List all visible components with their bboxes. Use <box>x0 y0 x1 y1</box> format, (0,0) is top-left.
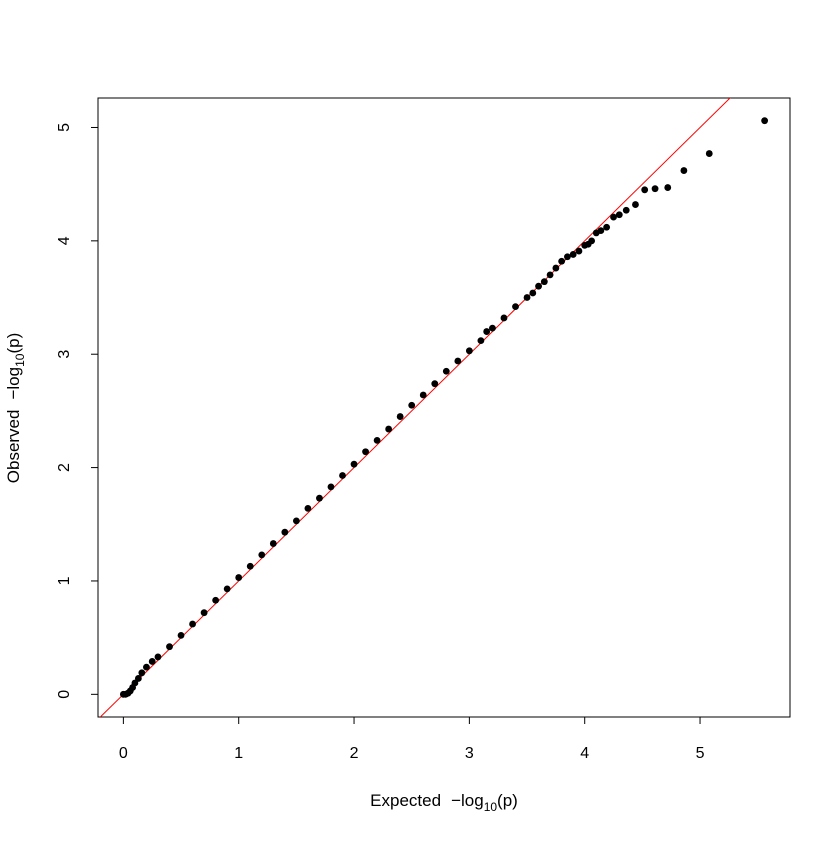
data-point <box>148 658 156 665</box>
data-point <box>535 282 542 290</box>
data-point <box>610 213 617 221</box>
x-tick-label: 2 <box>350 745 359 762</box>
y-tick-label: 2 <box>56 463 73 472</box>
data-point <box>489 324 496 332</box>
data-point <box>189 620 196 628</box>
data-point <box>200 609 208 617</box>
x-tick-label: 4 <box>580 745 589 762</box>
data-point <box>339 472 346 479</box>
y-tick-label: 4 <box>56 236 73 245</box>
data-point <box>641 186 649 194</box>
data-point <box>512 303 519 311</box>
data-point <box>431 380 439 388</box>
data-point <box>385 425 393 433</box>
data-point <box>564 253 571 261</box>
reference-line-layer <box>99 98 731 717</box>
x-tick-label: 3 <box>465 745 474 762</box>
data-point <box>166 643 173 651</box>
data-point <box>615 211 623 219</box>
data-point <box>350 460 358 468</box>
data-point <box>558 257 566 265</box>
data-point <box>419 391 427 399</box>
x-tick-label: 0 <box>119 745 128 762</box>
x-tick-label: 1 <box>234 745 243 762</box>
y-tick-label: 5 <box>56 123 73 132</box>
data-point <box>304 504 312 512</box>
data-point <box>622 206 630 214</box>
data-point <box>281 528 289 536</box>
data-point <box>552 264 560 272</box>
data-point <box>246 562 254 570</box>
data-point <box>477 337 485 345</box>
data-point <box>223 585 231 593</box>
y-tick-label: 3 <box>56 350 73 359</box>
data-point <box>575 247 583 255</box>
data-point <box>465 347 473 355</box>
y-axis: 0 1 2 3 4 5 <box>56 123 99 699</box>
data-point <box>316 494 323 502</box>
data-point <box>588 237 596 245</box>
data-point <box>454 357 462 365</box>
data-point <box>664 184 672 191</box>
data-point <box>362 448 369 456</box>
x-axis-title: Expected −log10(p) <box>370 791 518 814</box>
data-point <box>408 401 416 409</box>
data-point <box>529 289 537 297</box>
data-point <box>154 653 162 661</box>
data-point <box>500 314 508 322</box>
data-point <box>546 271 554 279</box>
data-point <box>483 328 491 335</box>
data-point <box>603 223 611 231</box>
plot-area-frame <box>97 97 791 718</box>
reference-line <box>99 98 731 717</box>
data-point <box>134 675 142 682</box>
y-tick-label: 0 <box>56 690 73 699</box>
data-point <box>327 483 335 491</box>
data-point <box>138 669 146 677</box>
x-axis: 0 1 2 3 4 5 <box>119 716 705 762</box>
data-point <box>705 150 713 157</box>
data-point <box>396 413 404 420</box>
data-point <box>373 436 381 444</box>
data-point <box>442 367 450 375</box>
data-point <box>292 517 300 525</box>
data-points-layer <box>119 117 769 698</box>
y-axis-title: Observed−log10(p) <box>4 333 27 483</box>
data-point <box>269 540 277 547</box>
data-point <box>523 294 531 301</box>
data-point <box>258 551 266 559</box>
data-point <box>651 185 659 193</box>
data-point <box>597 227 605 235</box>
data-point <box>235 574 243 581</box>
data-point <box>177 631 185 639</box>
data-point <box>761 117 769 125</box>
data-point <box>569 251 577 258</box>
x-tick-label: 5 <box>696 745 705 762</box>
data-point <box>632 201 639 208</box>
data-point <box>143 663 150 671</box>
y-tick-label: 1 <box>56 576 73 585</box>
data-point <box>540 278 548 286</box>
data-point <box>680 167 688 174</box>
data-point <box>212 596 220 604</box>
